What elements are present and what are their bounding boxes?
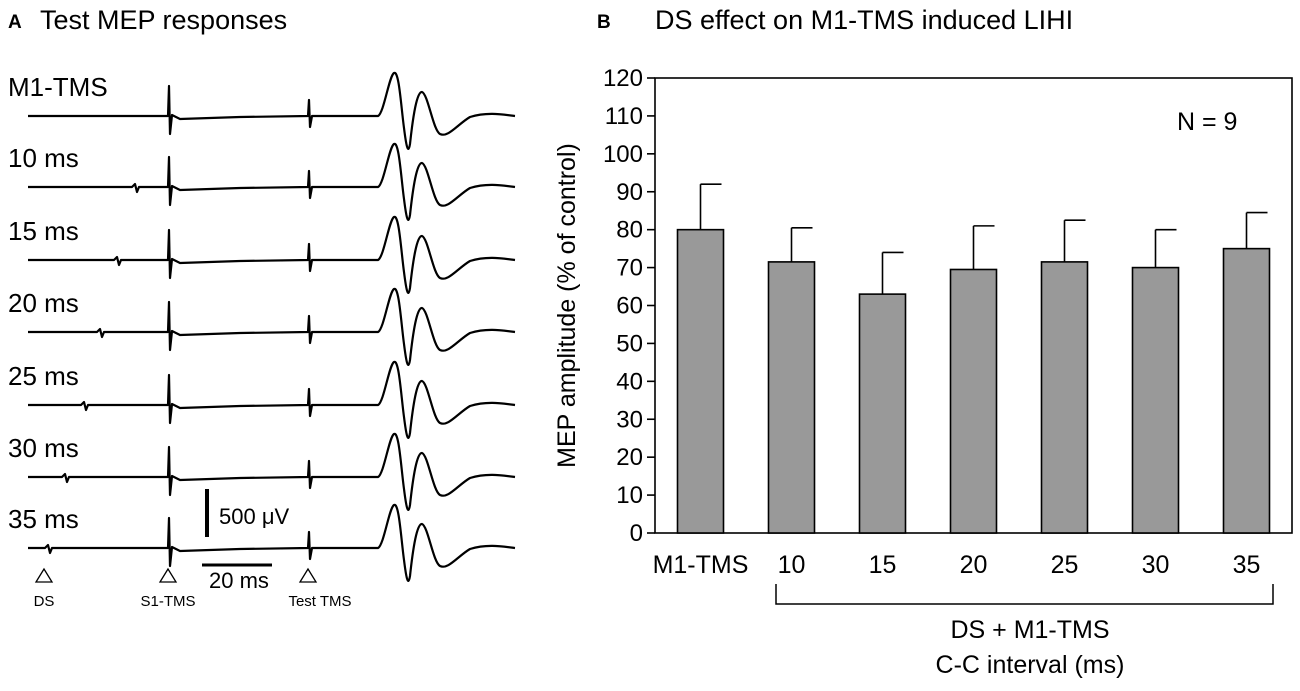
ds-marker-label: DS <box>34 593 55 610</box>
y-tick-label: 90 <box>616 179 643 206</box>
bar <box>1131 266 1180 534</box>
bar <box>949 268 998 534</box>
mep-trace <box>28 142 516 221</box>
mep-trace <box>28 215 516 294</box>
bar <box>858 293 907 534</box>
trace-label: 20 ms <box>8 288 79 318</box>
y-tick-label: 40 <box>616 368 643 395</box>
panel-a-title: Test MEP responses <box>40 5 287 35</box>
y-tick-label: 30 <box>616 406 643 433</box>
x-tick-label: 15 <box>869 551 897 579</box>
x-tick-label: 30 <box>1142 551 1170 579</box>
bracket-label: DS + M1-TMS <box>950 616 1109 644</box>
y-tick-label: 100 <box>603 141 643 168</box>
x-axis-title: C-C interval (ms) <box>936 651 1125 679</box>
y-tick-label: 70 <box>616 255 643 282</box>
y-tick-label: 120 <box>603 65 643 92</box>
mep-trace <box>28 503 516 582</box>
mep-trace <box>28 432 516 511</box>
bar <box>1040 261 1089 534</box>
amplitude-scale-label: 500 μV <box>219 504 289 529</box>
bar <box>1222 247 1271 534</box>
y-tick-label: 80 <box>616 217 643 244</box>
mep-trace <box>28 71 516 150</box>
trace-label-group: M1-TMS 10 ms 15 ms 20 ms 25 ms 30 ms 35 ms <box>8 72 108 534</box>
y-tick-label: 110 <box>605 103 643 130</box>
bar <box>767 261 816 534</box>
y-axis-title: MEP amplitude (% of control) <box>553 143 581 468</box>
y-tick-label: 20 <box>616 444 643 471</box>
chart-annotation: N = 9 <box>1177 108 1237 136</box>
s1-tms-marker-icon <box>158 567 178 583</box>
x-tick-label: M1-TMS <box>653 551 749 579</box>
test-tms-marker-label: Test TMS <box>288 593 351 610</box>
trace-label: 25 ms <box>8 361 79 391</box>
time-scale-label: 20 ms <box>209 568 269 593</box>
trace-label: 10 ms <box>8 143 79 173</box>
panel-b-letter: B <box>597 12 611 33</box>
ds-marker-icon <box>34 567 54 583</box>
x-tick-label: 20 <box>960 551 988 579</box>
mep-trace <box>28 287 516 366</box>
panel-b: B DS effect on M1-TMS induced LIHI 0 10 20… <box>553 5 1293 679</box>
trace-label: M1-TMS <box>8 72 108 102</box>
x-tick-label: 10 <box>778 551 806 579</box>
trace-label: 30 ms <box>8 433 79 463</box>
group-bracket <box>775 584 1274 605</box>
y-tick-label: 10 <box>616 482 643 509</box>
mep-trace <box>28 360 516 439</box>
x-tick-label: 35 <box>1233 551 1261 579</box>
x-tick-label: 25 <box>1051 551 1079 579</box>
test-tms-marker-icon <box>298 567 318 583</box>
bar-chart: 0 10 20 30 40 50 60 70 80 90 100 110 120 MEP amplitud… <box>553 65 1293 579</box>
panel-b-title: DS effect on M1-TMS induced LIHI <box>655 5 1073 35</box>
trace-group <box>28 71 516 582</box>
y-tick-label: 0 <box>630 520 643 547</box>
y-tick-label: 50 <box>616 330 643 357</box>
y-tick-label: 60 <box>616 293 643 320</box>
bar <box>676 228 725 534</box>
panel-a-letter: A <box>8 12 22 33</box>
trace-label: 15 ms <box>8 216 79 246</box>
panel-a: A Test MEP responses M1-TMS 10 ms 15 ms 20 … <box>8 5 516 610</box>
s1-tms-marker-label: S1-TMS <box>140 593 195 610</box>
trace-label: 35 ms <box>8 504 79 534</box>
